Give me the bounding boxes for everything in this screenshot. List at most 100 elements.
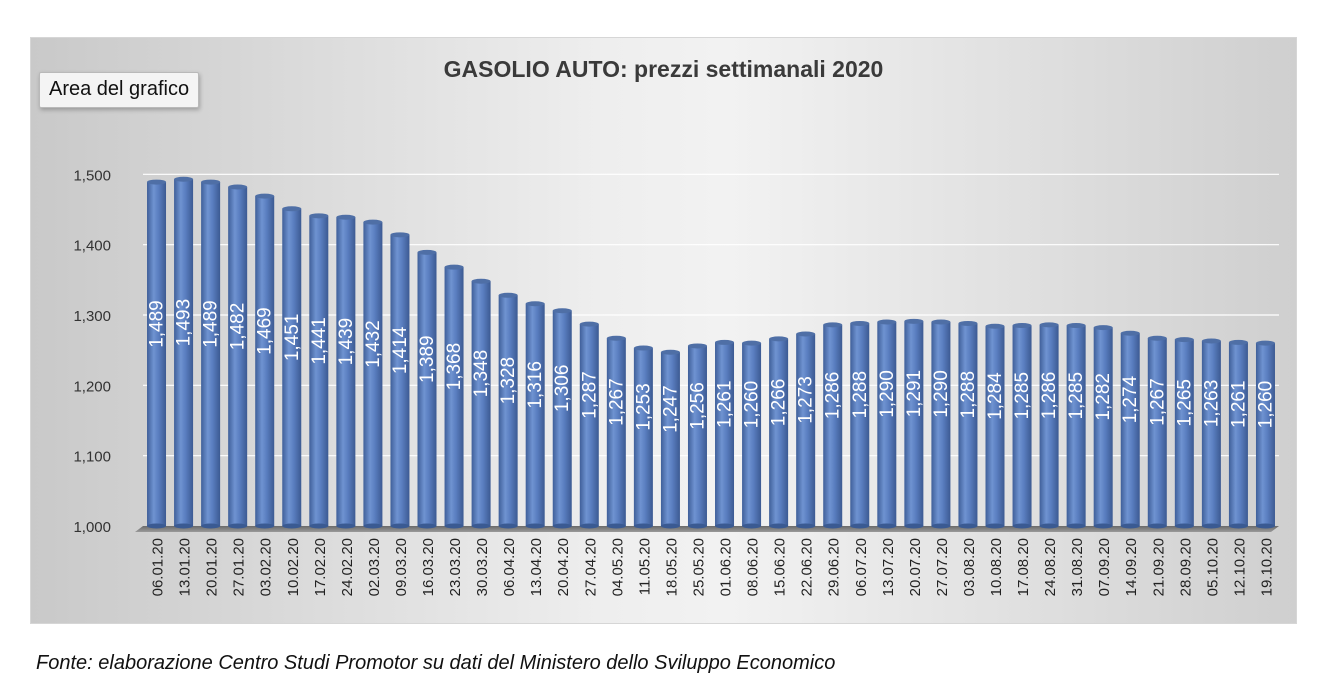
bar-bottom: [147, 523, 167, 529]
bar[interactable]: [985, 323, 1005, 529]
bar-body: [498, 295, 518, 526]
bar-body: [525, 303, 545, 526]
bar-bottom: [958, 523, 978, 529]
bar[interactable]: [1147, 335, 1167, 529]
bar-top: [174, 176, 194, 182]
bar-top: [1201, 338, 1221, 344]
bar[interactable]: [633, 345, 653, 529]
bar[interactable]: [715, 339, 735, 529]
bar-body: [282, 208, 302, 526]
bar[interactable]: [1012, 323, 1032, 529]
data-label: 1,328: [498, 357, 519, 405]
bar[interactable]: [147, 179, 167, 529]
x-tick-label: 03.02.20: [258, 538, 275, 596]
bar[interactable]: [363, 219, 383, 529]
bar[interactable]: [1228, 339, 1248, 529]
bar-body: [471, 281, 491, 526]
bar-bottom: [606, 523, 626, 529]
bar[interactable]: [1093, 325, 1113, 529]
bar-body: [309, 215, 329, 526]
chart-area[interactable]: 1,489 1,493 1,489 1,482 1,469 1,451 1,441 1,439…: [30, 37, 1297, 624]
bar[interactable]: [525, 301, 545, 529]
data-label: 1,290: [877, 370, 898, 418]
bar[interactable]: [850, 320, 870, 529]
data-label: 1,489: [147, 300, 168, 348]
bar[interactable]: [579, 321, 599, 529]
bar[interactable]: [904, 318, 924, 529]
bar-body: [715, 342, 735, 526]
bar-top: [985, 323, 1005, 329]
bar[interactable]: [796, 331, 816, 529]
bar-top: [201, 179, 221, 185]
data-label: 1,267: [1147, 378, 1168, 426]
bar-body: [1012, 325, 1032, 526]
bar-bottom: [877, 523, 897, 529]
bar[interactable]: [390, 232, 410, 529]
bar[interactable]: [336, 214, 356, 529]
bar[interactable]: [498, 292, 518, 529]
bar[interactable]: [1066, 323, 1086, 529]
bar[interactable]: [823, 322, 843, 529]
bar[interactable]: [309, 213, 329, 529]
bar-bottom: [660, 523, 680, 529]
data-label: 1,247: [660, 385, 681, 433]
data-label: 1,282: [1093, 373, 1114, 421]
bar-body: [417, 252, 437, 527]
bar-bottom: [417, 523, 437, 529]
bar[interactable]: [174, 176, 194, 529]
bar-body: [904, 321, 924, 526]
bar-bottom: [363, 523, 383, 529]
data-label: 1,451: [282, 314, 303, 362]
bar[interactable]: [471, 278, 491, 529]
bar[interactable]: [1039, 322, 1059, 529]
data-label: 1,286: [1039, 372, 1060, 420]
bar-body: [336, 217, 356, 526]
bar-bottom: [1120, 523, 1140, 529]
bar-body: [931, 322, 951, 526]
bar[interactable]: [742, 340, 762, 529]
data-label: 1,288: [850, 371, 871, 419]
bar[interactable]: [1201, 338, 1221, 529]
bar-top: [147, 179, 167, 185]
bar[interactable]: [687, 343, 707, 529]
bar[interactable]: [958, 320, 978, 529]
bar[interactable]: [417, 249, 437, 529]
bar[interactable]: [201, 179, 221, 529]
bar[interactable]: [769, 336, 789, 529]
bar-body: [255, 196, 275, 527]
bar[interactable]: [1174, 337, 1194, 529]
bars: [147, 176, 1275, 529]
data-label: 1,288: [958, 371, 979, 419]
x-tick-label: 10.02.20: [285, 538, 302, 596]
data-label: 1,265: [1174, 379, 1195, 427]
x-tick-label: 16.03.20: [420, 538, 437, 596]
bar[interactable]: [606, 335, 626, 529]
bar-bottom: [309, 523, 329, 529]
x-tick-label: 29.06.20: [826, 538, 843, 596]
bar[interactable]: [444, 264, 464, 529]
bar[interactable]: [931, 319, 951, 529]
x-tick-label: 06.01.20: [150, 538, 167, 596]
data-label: 1,261: [1228, 380, 1249, 428]
x-tick-label: 03.08.20: [961, 538, 978, 596]
x-tick-label: 30.03.20: [474, 538, 491, 596]
bar[interactable]: [552, 308, 572, 529]
bar[interactable]: [660, 349, 680, 529]
bar[interactable]: [255, 193, 275, 529]
bar-body: [1201, 341, 1221, 526]
x-tick-label: 08.06.20: [745, 538, 762, 596]
bar-bottom: [444, 523, 464, 529]
bar[interactable]: [877, 319, 897, 529]
x-tick-label: 27.01.20: [231, 538, 248, 596]
bar[interactable]: [1255, 340, 1275, 529]
bar[interactable]: [282, 206, 302, 529]
x-tick-label: 19.10.20: [1258, 538, 1275, 596]
bar[interactable]: [1120, 330, 1140, 529]
bar-top: [228, 184, 248, 190]
bar-top: [1093, 325, 1113, 331]
bar-top: [444, 264, 464, 270]
bar[interactable]: [228, 184, 248, 529]
x-tick-label: 13.04.20: [528, 538, 545, 596]
x-tick-label: 11.05.20: [636, 538, 653, 595]
bar-body: [1174, 339, 1194, 526]
